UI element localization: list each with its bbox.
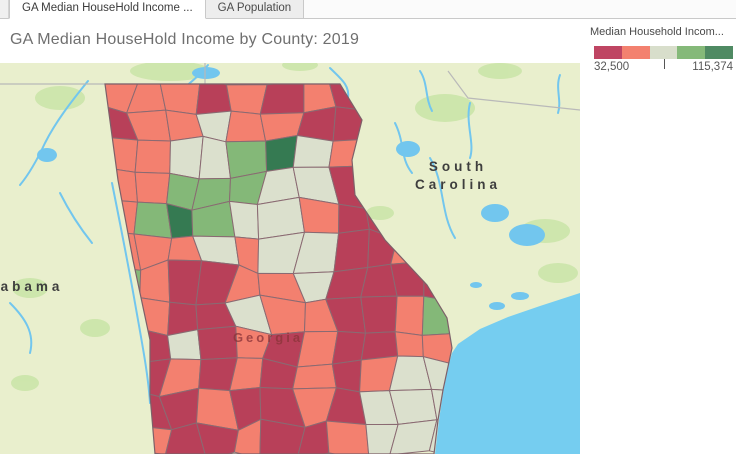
- county-polygon[interactable]: [331, 359, 362, 393]
- legend-ramp-step-1: [621, 46, 650, 59]
- tab-ga-population[interactable]: GA Population: [205, 0, 305, 19]
- tab-bar-lead: [0, 0, 9, 19]
- county-polygon[interactable]: [292, 363, 337, 390]
- county-polygon[interactable]: [167, 329, 202, 361]
- lakes: [37, 67, 545, 310]
- county-polygon[interactable]: [365, 423, 399, 454]
- county-polygon[interactable]: [233, 418, 262, 454]
- county-polygon[interactable]: [259, 418, 306, 454]
- georgia-state-outline: [104, 83, 453, 454]
- county-polygon[interactable]: [133, 201, 173, 239]
- label-south-carolina: South: [429, 159, 487, 174]
- county-polygon[interactable]: [134, 171, 171, 205]
- county-polygon[interactable]: [169, 135, 204, 180]
- choropleth-map[interactable]: South Carolina abama Georgia: [0, 59, 581, 454]
- county-polygon[interactable]: [197, 325, 238, 361]
- legend-ramp-step-4: [705, 46, 733, 59]
- rivers: [9, 64, 561, 404]
- county-polygon[interactable]: [333, 228, 370, 273]
- county-polygon[interactable]: [394, 331, 424, 358]
- legend-range-labels: 32,500 115,374: [594, 61, 733, 73]
- label-alabama: abama: [1, 279, 64, 294]
- legend-ramp-step-3: [677, 46, 706, 59]
- page-title: GA Median HouseHold Income by County: 20…: [10, 31, 360, 48]
- county-polygon[interactable]: [394, 295, 425, 336]
- county-polygon[interactable]: [389, 388, 438, 425]
- county-polygon[interactable]: [331, 330, 366, 365]
- county-polygon[interactable]: [296, 330, 339, 368]
- legend-ramp-step-2: [649, 46, 678, 59]
- legend-midpoint-tick: [663, 59, 665, 69]
- atlantic-ocean: [435, 293, 580, 454]
- map-viewport[interactable]: South Carolina abama Georgia: [0, 59, 581, 454]
- county-polygon[interactable]: [265, 135, 298, 172]
- county-polygon[interactable]: [360, 295, 398, 334]
- county-polygon[interactable]: [134, 139, 171, 174]
- sheet-tab-bar: GA Median HouseHold Income ... GA Popula…: [0, 0, 736, 19]
- county-polygon[interactable]: [225, 110, 267, 143]
- county-polygon[interactable]: [421, 332, 468, 368]
- legend-max-value: 115,374: [692, 61, 733, 73]
- county-polygon[interactable]: [360, 331, 399, 361]
- county-polygon[interactable]: [325, 420, 370, 454]
- legend-min-value: 32,500: [594, 61, 630, 73]
- county-polygon[interactable]: [292, 135, 334, 168]
- tab-bar-filler: [304, 0, 736, 19]
- county-polygon[interactable]: [298, 196, 340, 234]
- label-georgia: Georgia: [233, 330, 303, 345]
- legend-title: Median Household Incom...: [590, 26, 724, 38]
- label-south-carolina: Carolina: [415, 177, 501, 192]
- color-legend: Median Household Incom... 32,500 115,374: [587, 26, 736, 73]
- legend-ramp-step-0: [594, 46, 622, 59]
- legend-color-ramp[interactable]: [594, 46, 733, 69]
- county-polygon[interactable]: [164, 422, 208, 454]
- tab-ga-median-household-income[interactable]: GA Median HouseHold Income ...: [9, 0, 206, 19]
- county-polygon[interactable]: [259, 81, 305, 115]
